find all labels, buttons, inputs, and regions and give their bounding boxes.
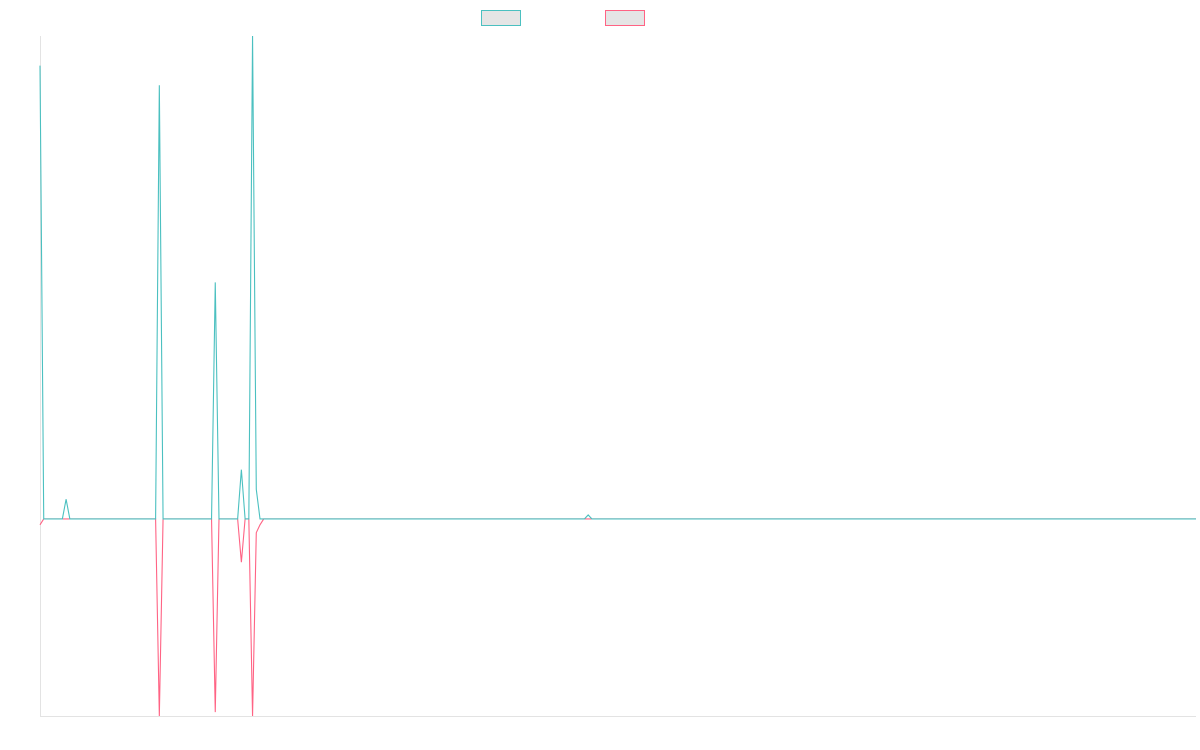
legend-swatch-1 [481,10,521,26]
legend-item-1[interactable] [481,10,521,26]
series-line-2 [39,518,1196,717]
series-line-1 [39,35,1196,520]
legend-item-2[interactable] [605,10,645,26]
legend-swatch-2 [605,10,645,26]
legend [481,10,645,26]
series-layer [39,35,1196,717]
